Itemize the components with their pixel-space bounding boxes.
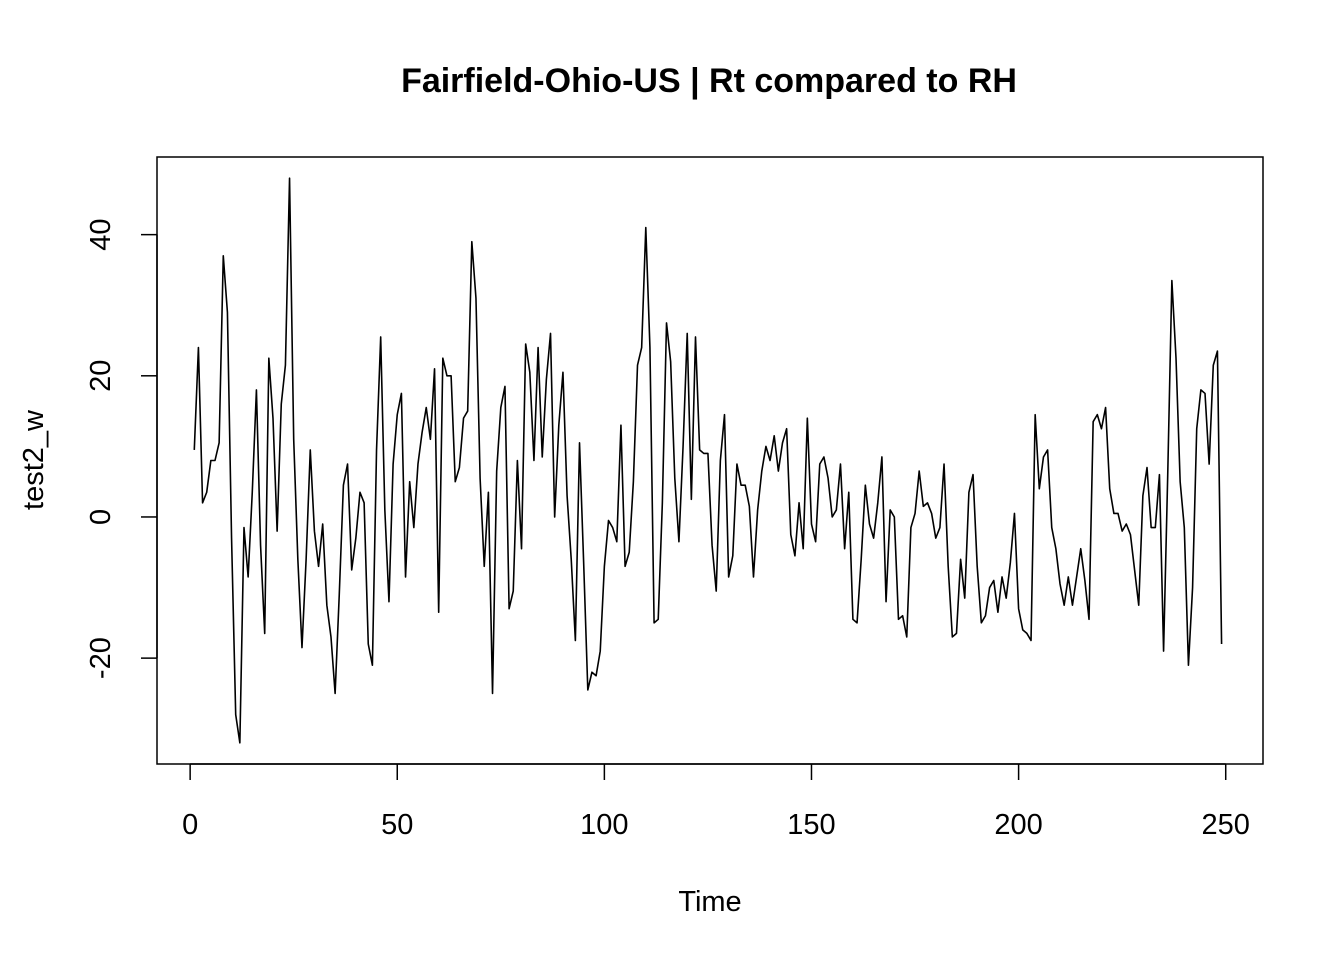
y-tick-label: 20 [85,360,117,392]
y-axis: -20 0 20 40 [85,219,158,679]
x-axis-label: Time [678,886,741,918]
y-tick-label: 0 [85,509,117,525]
y-tick-label: 40 [85,219,117,251]
x-axis: 0 50 100 150 200 250 [182,763,1250,841]
plot-frame [156,156,1264,765]
y-axis-label: test2_w [18,409,50,510]
x-tick-label: 50 [381,809,413,841]
x-tick-label: 0 [182,809,198,841]
series-line [193,177,1223,744]
chart-title: Fairfield-Ohio-US | Rt compared to RH [401,62,1017,100]
x-tick-label: 250 [1202,809,1250,841]
x-tick-label: 150 [787,809,835,841]
y-tick-label: -20 [85,637,117,679]
x-tick-label: 100 [580,809,628,841]
x-tick-label: 200 [994,809,1042,841]
